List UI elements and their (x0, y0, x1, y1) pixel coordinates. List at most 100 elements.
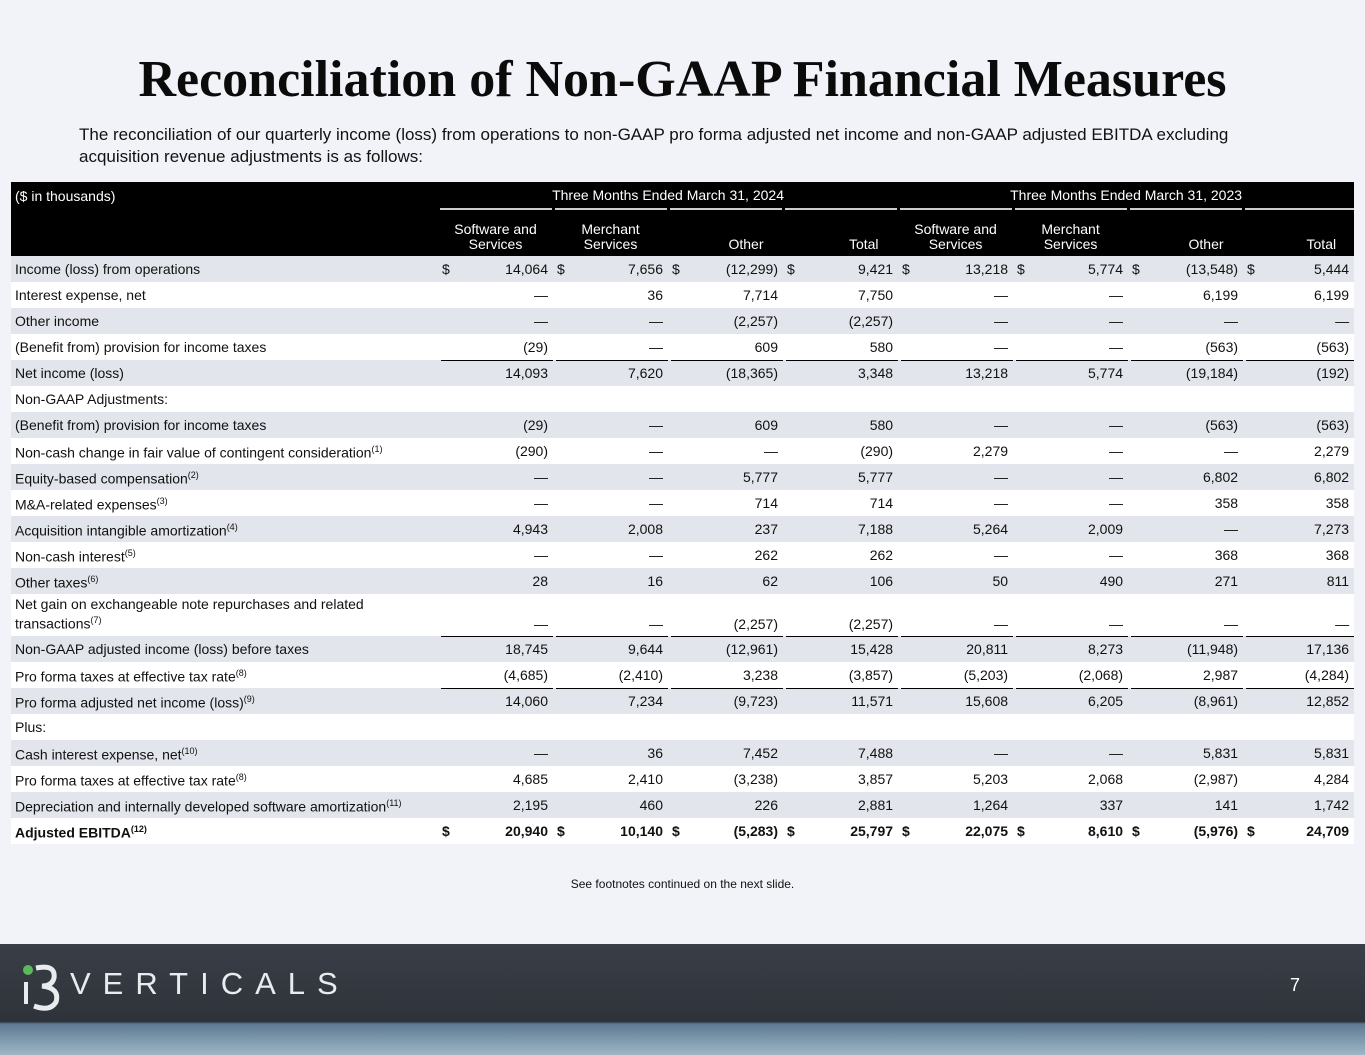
value: — (1224, 313, 1239, 329)
value: 7,188 (858, 521, 894, 537)
footnote-ref: (6) (87, 574, 99, 585)
value-cell: 106 (783, 568, 898, 594)
value-cell: 368 (1128, 542, 1243, 568)
value-cell (438, 714, 553, 740)
row-label-text: Acquisition intangible amortization (15, 522, 227, 539)
table-row: Pro forma taxes at effective tax rate(8)… (11, 662, 1355, 688)
value: 14,060 (505, 693, 548, 709)
value: — (994, 547, 1009, 563)
row-label: Pro forma taxes at effective tax rate(8) (11, 766, 438, 792)
reconciliation-table: ($ in thousands) Three Months Ended Marc… (11, 182, 1355, 844)
value-cell: (2,068) (1013, 662, 1128, 688)
value: 714 (869, 495, 894, 511)
row-label-text: Non-GAAP adjusted income (loss) before t… (15, 641, 309, 657)
value-cell: — (1243, 308, 1354, 334)
value: — (994, 616, 1009, 632)
value: — (994, 417, 1009, 433)
table-row: Net gain on exchangeable note repurchase… (11, 594, 1355, 636)
value-cell: 7,273 (1243, 516, 1354, 542)
table-row: Non-cash change in fair value of conting… (11, 438, 1355, 464)
value: — (994, 287, 1009, 303)
value: 337 (1099, 797, 1124, 813)
value: — (1109, 745, 1124, 761)
value-cell: — (553, 334, 668, 360)
value: 14,064 (505, 261, 548, 277)
value-cell: 609 (668, 412, 783, 438)
value: 16 (647, 573, 663, 589)
value: 6,802 (1314, 469, 1350, 485)
value: (2,257) (733, 616, 778, 632)
value-cell: 2,987 (1128, 662, 1243, 688)
value-cell: 50 (898, 568, 1013, 594)
value-cell: 28 (438, 568, 553, 594)
value-cell: 5,777 (783, 464, 898, 490)
value: — (649, 339, 663, 355)
value: 4,284 (1314, 771, 1350, 787)
value-cell: — (553, 438, 668, 464)
value-cell: 16 (553, 568, 668, 594)
footnote-ref: (11) (386, 798, 402, 809)
value-cell: 358 (1128, 490, 1243, 516)
value: 62 (762, 573, 778, 589)
value-cell: (192) (1243, 360, 1355, 386)
value-cell: (12,961) (668, 636, 783, 662)
intro-text: The reconciliation of our quarterly inco… (79, 125, 1229, 166)
value: 106 (869, 573, 894, 589)
value: 5,831 (1203, 745, 1239, 761)
table-row: Depreciation and internally developed so… (11, 792, 1355, 818)
value: 18,745 (505, 641, 548, 657)
value-cell: 7,488 (783, 740, 898, 766)
value-cell: 5,264 (898, 516, 1013, 542)
value: 7,273 (1314, 521, 1350, 537)
value-cell (783, 714, 898, 740)
value-cell: 226 (668, 792, 783, 818)
value-cell: $5,444 (1243, 256, 1354, 282)
row-label-text: Adjusted EBITDA (15, 824, 131, 841)
value-cell (1243, 386, 1354, 412)
value: 609 (754, 417, 778, 433)
value-cell: 6,199 (1128, 282, 1243, 308)
footnote-ref: (2) (187, 470, 199, 481)
value: — (1109, 547, 1124, 563)
value: 811 (1326, 573, 1350, 589)
currency-symbol: $ (672, 261, 680, 277)
row-label: Non-cash change in fair value of conting… (11, 438, 438, 464)
value-cell: — (438, 594, 553, 636)
value-cell: $ (12,299) (668, 256, 783, 282)
value: 5,444 (1314, 261, 1350, 277)
value-cell: 12,852 (1243, 688, 1355, 714)
value-cell: 714 (783, 490, 898, 516)
value: 2,279 (973, 443, 1009, 459)
logo-dot (23, 965, 33, 975)
value-cell (1013, 386, 1128, 412)
value-cell: 7,620 (553, 360, 668, 386)
value-cell: 15,428 (783, 636, 899, 662)
row-label: Cash interest expense, net(10) (11, 740, 438, 766)
table-row: Net income (loss) 14,093 7,620 (18,365) 3,34… (11, 360, 1355, 386)
value-cell (1128, 386, 1243, 412)
value-cell: (563) (1128, 334, 1243, 360)
value-cell: 6,205 (1013, 688, 1129, 714)
value-cell: — (898, 740, 1013, 766)
currency-symbol: $ (1247, 261, 1255, 277)
value: 7,234 (627, 693, 663, 709)
row-label: Pro forma adjusted net income (loss)(9) (11, 688, 438, 714)
table-row: Equity-based compensation(2) — — 5,777 5,777… (11, 464, 1355, 490)
value-cell (668, 386, 783, 412)
row-label: (Benefit from) provision for income taxe… (11, 334, 438, 360)
column-header: Merchant Services (551, 209, 668, 256)
logo-mark (23, 964, 60, 1011)
value: 358 (1325, 495, 1350, 511)
value-cell: 5,777 (668, 464, 783, 490)
row-label-text: Pro forma taxes at effective tax rate (15, 772, 236, 789)
value: 237 (754, 521, 778, 537)
table-row: Cash interest expense, net(10) — 36 7,452 7,… (11, 740, 1355, 766)
value: (2,987) (1193, 771, 1239, 787)
value-cell (553, 386, 668, 412)
value: (563) (1316, 339, 1350, 355)
value-cell: 1,742 (1243, 792, 1354, 818)
value: 5,774 (1088, 365, 1124, 381)
row-label: Other taxes(6) (11, 568, 438, 594)
value-cell: 17,136 (1243, 636, 1355, 662)
value-cell: 4,284 (1243, 766, 1354, 792)
